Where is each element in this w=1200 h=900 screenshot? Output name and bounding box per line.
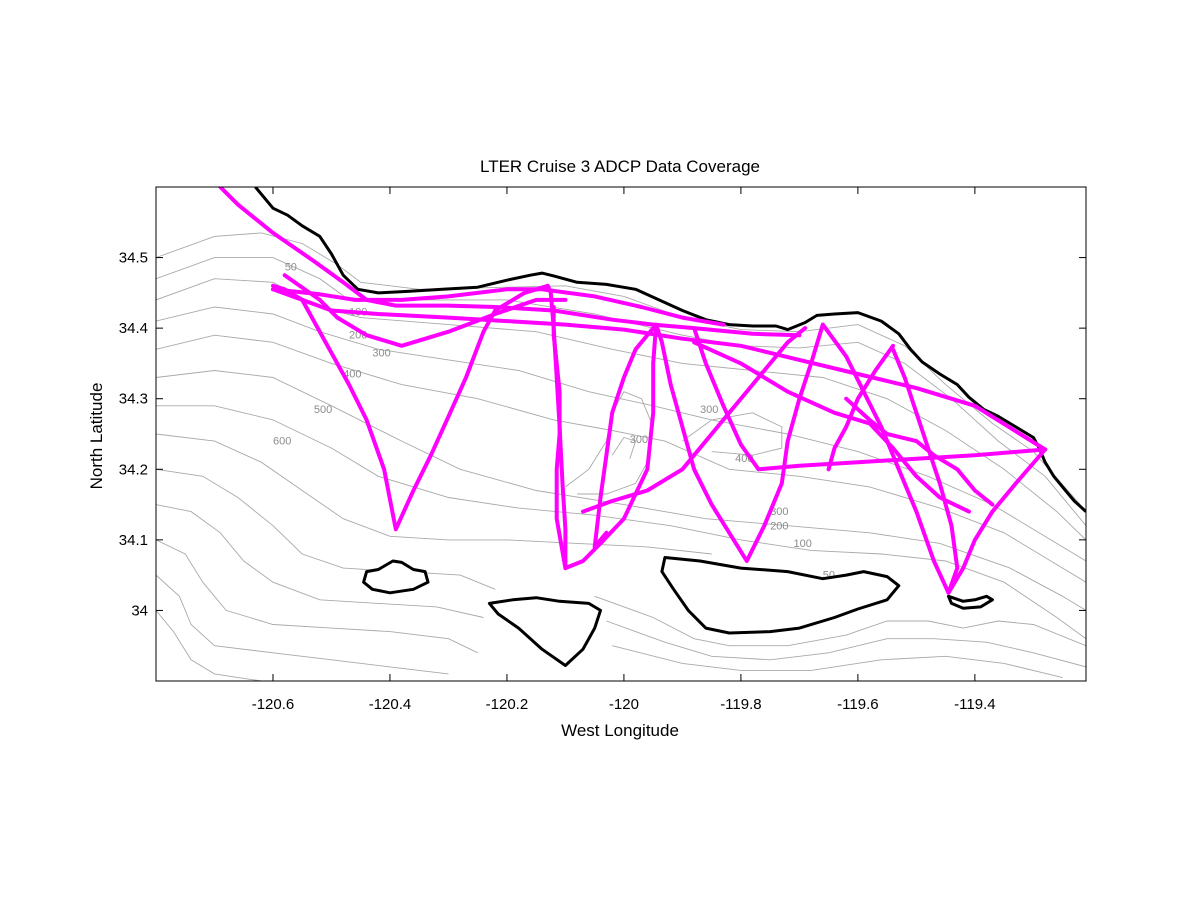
x-tick-label-3: -120.2 <box>486 696 529 713</box>
island-outline-2 <box>487 596 602 667</box>
depth-contour-9 <box>156 468 496 590</box>
chart-title: LTER Cruise 3 ADCP Data Coverage <box>480 157 760 176</box>
depth-contour-12 <box>156 574 449 675</box>
x-tick-label-5: -119.8 <box>720 696 761 713</box>
island-outline-3 <box>660 556 901 635</box>
contour-label-8: 300 <box>630 434 648 446</box>
x-axis-label: West Longitude <box>561 721 679 740</box>
contour-label-12: 200 <box>770 520 788 532</box>
mainland-coastline <box>254 187 1086 513</box>
depth-contour-10 <box>156 504 484 618</box>
depth-contour-6 <box>156 370 1086 611</box>
contour-label-13: 100 <box>794 538 812 550</box>
island-outline-4 <box>947 594 994 610</box>
adcp-track-segment-13 <box>826 343 895 472</box>
land-outlines <box>254 187 1086 667</box>
contour-label-1: 50 <box>285 261 297 273</box>
depth-contour-14 <box>594 595 1086 647</box>
axis-ticks: -120.6 -120.4 -120.2 -120 -119.8 -119.6 -119.4… <box>119 187 1086 713</box>
depth-contour-18 <box>682 412 783 456</box>
y-axis-label: North Latitude <box>87 383 106 490</box>
adcp-track-segment-10 <box>692 340 971 514</box>
adcp-track-segment-2 <box>271 287 726 327</box>
x-tick-label-1: -120.6 <box>252 696 295 713</box>
depth-contour-2 <box>156 257 1086 526</box>
adcp-track-segment-7 <box>592 326 656 549</box>
plot-frame <box>155 186 1087 682</box>
y-tick-label-3: 34.2 <box>119 461 148 478</box>
adcp-track-segment-1 <box>218 187 802 338</box>
contour-label-7: 600 <box>273 436 291 448</box>
contour-label-6: 500 <box>314 404 332 416</box>
x-tick-label-6: -119.6 <box>837 696 878 713</box>
island-outline-1 <box>362 559 430 595</box>
y-tick-label-6: 34.5 <box>119 250 148 267</box>
adcp-track-segment-9 <box>692 326 1048 472</box>
contour-label-11: 300 <box>770 506 788 518</box>
depth-contour-7 <box>156 405 1086 640</box>
depth-contour-19 <box>611 436 637 459</box>
depth-contour-1 <box>156 232 1081 505</box>
adcp-track-segment-12 <box>891 347 960 595</box>
depth-contour-16 <box>612 645 1063 678</box>
x-tick-label-7: -119.4 <box>954 696 995 713</box>
adcp-track-segment-8 <box>581 326 808 514</box>
y-tick-label-4: 34.3 <box>119 391 148 408</box>
depth-contour-13 <box>156 610 262 681</box>
adcp-track-segment-5 <box>282 273 568 348</box>
x-tick-label-2: -120.4 <box>369 696 412 713</box>
depth-contour-15 <box>606 620 1086 668</box>
contour-label-4: 300 <box>372 347 390 359</box>
depth-contour-11 <box>156 539 478 654</box>
adcp-track-segment-4 <box>271 283 1048 595</box>
depth-contour-5 <box>156 334 1086 583</box>
depth-contour-4 <box>156 306 1086 562</box>
contour-label-5: 400 <box>343 369 361 381</box>
adcp-track-segment-11 <box>844 396 995 507</box>
y-tick-label-1: 34 <box>131 602 148 619</box>
y-tick-label-2: 34.1 <box>119 532 148 549</box>
depth-contour-17 <box>565 391 654 495</box>
adcp-track-segment-6 <box>551 305 568 571</box>
ship-tracks <box>218 187 1048 595</box>
x-tick-label-4: -120 <box>609 696 639 713</box>
contour-label-9: 300 <box>700 404 718 416</box>
y-tick-label-5: 34.4 <box>119 320 148 337</box>
